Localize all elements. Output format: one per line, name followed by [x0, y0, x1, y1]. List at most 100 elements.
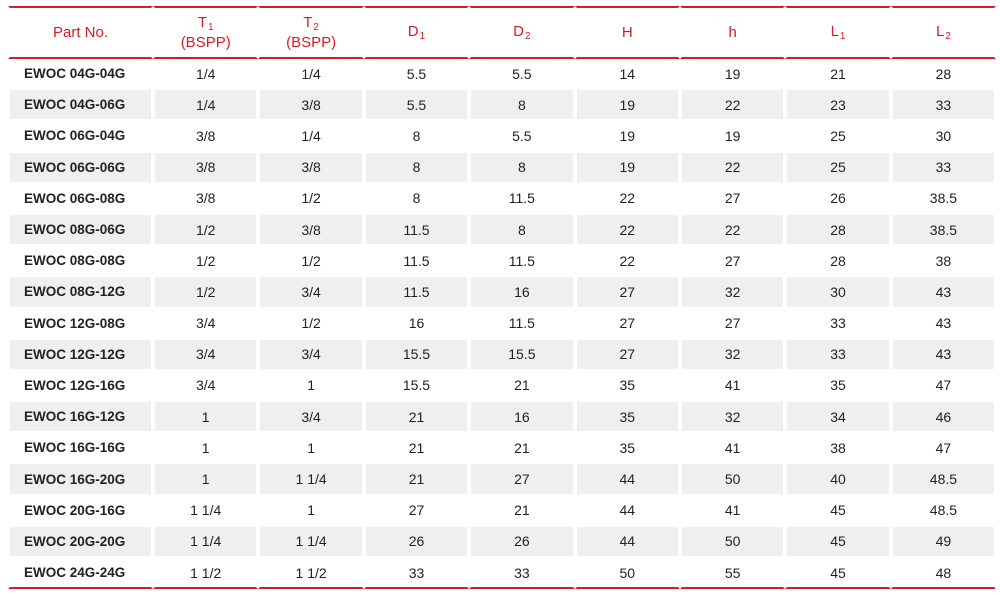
part-number-cell: EWOC 12G-12G: [8, 339, 153, 371]
table-cell: 26: [785, 183, 891, 215]
table-cell: 55: [679, 558, 786, 590]
table-cell: 21: [469, 370, 575, 403]
table-cell: 45: [785, 526, 891, 558]
table-cell: 23: [785, 90, 891, 122]
header-unit: (BSPP): [180, 33, 231, 51]
header-label: L: [935, 22, 945, 40]
table-cell: 38.5: [890, 214, 997, 247]
header-subscript: 2: [525, 30, 531, 42]
header-d2: D2: [469, 6, 575, 59]
table-cell: 33: [363, 558, 470, 590]
part-number-cell: EWOC 16G-12G: [8, 402, 153, 434]
table-row: EWOC 08G-06G 1/2 3/8 11.5 8 22 22 28 38.5: [8, 214, 997, 247]
table-cell: 1: [258, 370, 364, 403]
table-cell: 50: [679, 526, 786, 558]
header-label: L: [830, 22, 839, 40]
header-label: T: [197, 13, 207, 31]
table-cell: 46: [890, 402, 997, 434]
table-cell: 19: [679, 121, 786, 153]
table-cell: 19: [679, 59, 786, 91]
table-cell: 1/4: [258, 121, 364, 153]
table-cell: 21: [363, 402, 470, 434]
header-subscript: 1: [839, 30, 846, 42]
part-number-cell: EWOC 20G-20G: [8, 526, 153, 558]
table-cell: 1 1/4: [153, 526, 259, 558]
table-cell: 28: [890, 59, 997, 91]
header-subscript: 2: [945, 30, 951, 42]
header-label: D: [513, 22, 524, 40]
table-cell: 11.5: [363, 277, 470, 309]
table-cell: 22: [574, 183, 680, 215]
table-cell: 3/8: [258, 152, 364, 184]
table-row: EWOC 06G-04G 3/8 1/4 8 5.5 19 19 25 30: [8, 121, 997, 153]
header-label: T: [303, 13, 313, 31]
table-cell: 22: [679, 214, 786, 247]
table-cell: 25: [785, 152, 891, 184]
table-cell: 1/4: [258, 59, 364, 91]
table-row: EWOC 12G-08G 3/4 1/2 16 11.5 27 27 33 43: [8, 308, 997, 340]
table-cell: 30: [890, 121, 997, 153]
table-cell: 33: [469, 558, 575, 590]
table-cell: 1 1/4: [258, 464, 364, 496]
header-subscript: 1: [208, 21, 214, 33]
table-cell: 50: [574, 558, 680, 590]
table-row: EWOC 04G-06G 1/4 3/8 5.5 8 19 22 23 33: [8, 90, 997, 122]
table-cell: 19: [574, 121, 680, 153]
table-cell: 43: [890, 308, 997, 340]
table-cell: 40: [785, 464, 891, 496]
table-cell: 27: [574, 339, 680, 371]
header-t2: T2 (BSPP): [258, 6, 364, 59]
table-cell: 16: [469, 277, 575, 309]
table-row: EWOC 12G-12G 3/4 3/4 15.5 15.5 27 32 33 43: [8, 339, 997, 371]
header-row: Part No. T1 (BSPP) T2 (BSPP) D1 D2 H h L1 …: [8, 6, 997, 59]
table-cell: 27: [574, 308, 680, 340]
table-cell: 21: [363, 433, 470, 465]
table-cell: 15.5: [363, 339, 470, 371]
table-cell: 50: [679, 464, 786, 496]
table-cell: 32: [679, 402, 786, 434]
table-cell: 11.5: [469, 183, 575, 215]
table-row: EWOC 16G-20G 1 1 1/4 21 27 44 50 40 48.5: [8, 464, 997, 496]
table-cell: 1/2: [153, 277, 259, 309]
header-l1: L1: [785, 6, 891, 59]
table-cell: 8: [469, 90, 575, 122]
table-cell: 8: [363, 152, 470, 184]
table-cell: 11.5: [363, 214, 470, 247]
table-cell: 48: [890, 558, 997, 590]
table-cell: 1/2: [258, 183, 364, 215]
table-row: EWOC 16G-12G 1 3/4 21 16 35 32 34 46: [8, 402, 997, 434]
part-number-cell: EWOC 16G-20G: [8, 464, 153, 496]
table-cell: 1 1/2: [153, 558, 259, 590]
table-row: EWOC 08G-08G 1/2 1/2 11.5 11.5 22 27 28 38: [8, 246, 997, 278]
table-cell: 8: [363, 183, 470, 215]
part-number-cell: EWOC 06G-04G: [8, 121, 153, 153]
table-cell: 1 1/4: [258, 526, 364, 558]
header-h-upper: H: [574, 6, 680, 59]
table-cell: 22: [574, 246, 680, 278]
table-cell: 30: [785, 277, 891, 309]
table-cell: 3/4: [153, 370, 259, 403]
table-cell: 33: [785, 339, 891, 371]
table-cell: 3/8: [153, 121, 259, 153]
table-row: EWOC 06G-08G 3/8 1/2 8 11.5 22 27 26 38.5: [8, 183, 997, 215]
table-cell: 5.5: [469, 121, 575, 153]
table-cell: 3/4: [153, 339, 259, 371]
table-cell: 35: [574, 433, 680, 465]
table-cell: 41: [679, 370, 786, 403]
table-cell: 33: [890, 152, 997, 184]
table-cell: 16: [469, 402, 575, 434]
table-cell: 21: [785, 59, 891, 91]
table-row: EWOC 06G-06G 3/8 3/8 8 8 19 22 25 33: [8, 152, 997, 184]
table-cell: 48.5: [890, 495, 997, 527]
table-cell: 41: [679, 495, 786, 527]
spec-table-container: Part No. T1 (BSPP) T2 (BSPP) D1 D2 H h L1 …: [8, 6, 997, 590]
table-cell: 33: [785, 308, 891, 340]
table-cell: 1: [153, 402, 259, 434]
table-cell: 32: [679, 339, 786, 371]
table-row: EWOC 20G-20G 1 1/4 1 1/4 26 26 44 50 45 49: [8, 526, 997, 558]
table-cell: 1 1/2: [258, 558, 364, 590]
table-row: EWOC 04G-04G 1/4 1/4 5.5 5.5 14 19 21 28: [8, 59, 997, 91]
table-cell: 3/4: [153, 308, 259, 340]
table-cell: 1/4: [153, 90, 259, 122]
table-cell: 11.5: [469, 246, 575, 278]
